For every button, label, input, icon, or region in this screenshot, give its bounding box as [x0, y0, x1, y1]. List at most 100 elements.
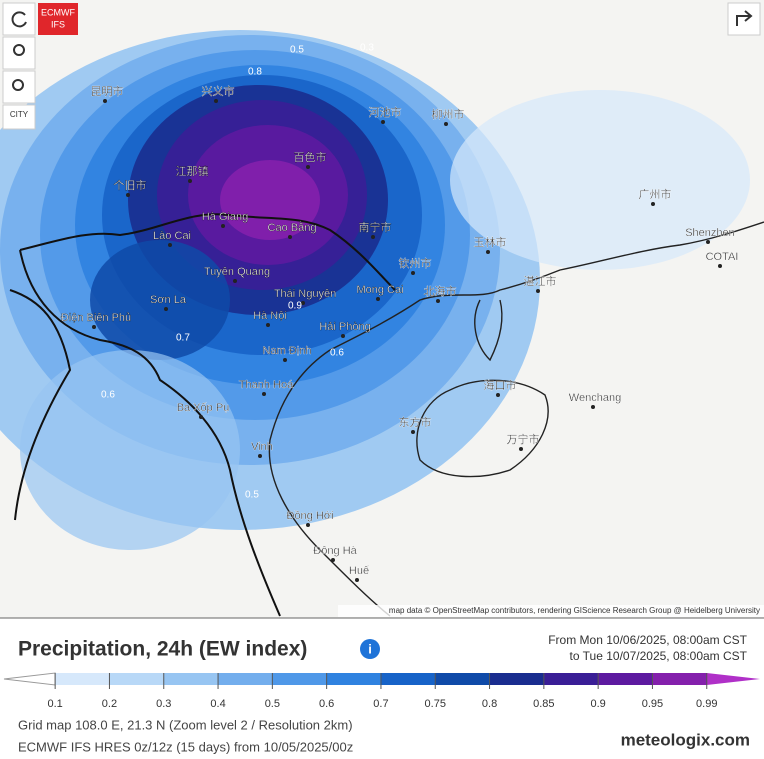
legend-tick-label: 0.8 [482, 698, 497, 710]
place-label: Huế [349, 565, 369, 577]
place-dot [411, 430, 415, 434]
locate-icon [13, 44, 25, 56]
place-dot [651, 202, 655, 206]
place-dot [496, 393, 500, 397]
place-label: 湛江市 [524, 274, 557, 288]
place-label: Đông Hà [313, 545, 357, 557]
precip-field [0, 30, 750, 550]
contour-label: 0.6 [330, 348, 344, 359]
locate-button[interactable] [2, 36, 36, 70]
city-button[interactable] [2, 104, 36, 130]
place-dot [233, 279, 237, 283]
place-label: 昆明市 [91, 84, 124, 98]
place-dot [355, 578, 359, 582]
place-dot [188, 179, 192, 183]
place-dot [519, 447, 523, 451]
borders [9, 213, 396, 617]
place-label: 海口市 [484, 378, 517, 392]
place-label: 柳州市 [432, 107, 465, 121]
place-dot [199, 415, 203, 419]
info-button[interactable] [360, 639, 380, 659]
place-dot [371, 235, 375, 239]
place-label: Hà Giang [202, 211, 248, 223]
place-label: Tuyên Quang [204, 266, 270, 278]
place-dot [536, 289, 540, 293]
place-label: 玉林市 [474, 235, 507, 249]
legend-tick-label: 0.85 [533, 698, 554, 710]
badge-line: ECMWF [41, 7, 75, 17]
place-dot [283, 358, 287, 362]
place-label: 万宁市 [507, 432, 540, 446]
precip-area [450, 90, 750, 270]
period-to: to Tue 10/07/2025, 08:00am CST [570, 649, 748, 663]
place-dot [126, 193, 130, 197]
place-label: Ba Xốp Pụ [177, 402, 230, 414]
legend-tick-label: 0.99 [696, 698, 717, 710]
place-label: 南宁市 [359, 220, 392, 234]
brand: meteologix.com [621, 730, 750, 749]
legend-swatch [598, 673, 653, 685]
place-dot [718, 264, 722, 268]
place-label: Hà Nội [253, 310, 287, 322]
place-dot [331, 558, 335, 562]
place-dot [262, 392, 266, 396]
legend-tick-label: 0.9 [591, 698, 606, 710]
place-dot [288, 235, 292, 239]
zoom-out-button[interactable] [2, 70, 36, 104]
place-dot [341, 334, 345, 338]
place-dot [591, 405, 595, 409]
legend-swatch [163, 673, 219, 685]
legend-tick-label: 0.7 [373, 698, 388, 710]
badge-line: IFS [51, 19, 65, 29]
legend-tick-label: 0.4 [210, 698, 225, 710]
contour-label: 0.5 [245, 490, 259, 501]
contour-label: 0.9 [288, 301, 302, 312]
legend-tick-label: 0.2 [102, 698, 117, 710]
place-dot [306, 165, 310, 169]
place-label: 北海市 [424, 284, 457, 298]
legend-swatch [706, 673, 760, 685]
model-badge[interactable] [38, 3, 78, 35]
grid-info: Grid map 108.0 E, 21.3 N (Zoom level 2 /… [18, 717, 353, 732]
place-dot [301, 301, 305, 305]
legend-tick-label: 0.95 [642, 698, 663, 710]
coastline [268, 221, 764, 617]
place-dot [92, 325, 96, 329]
place-label: Hải Phòng [319, 321, 370, 333]
precip-area [20, 350, 240, 550]
place-label: Đồng Hới [287, 510, 334, 522]
place-dot [258, 454, 262, 458]
place-dot [306, 523, 310, 527]
legend-swatch [272, 673, 327, 685]
precip-area [90, 240, 230, 360]
legend-swatch [543, 673, 599, 685]
place-label: Điện Biên Phủ [61, 312, 131, 324]
legend-tick-label: 0.3 [156, 698, 171, 710]
legend-tick-label: 0.5 [265, 698, 280, 710]
contour-label: 0.8 [248, 67, 262, 78]
legend-swatch [55, 673, 110, 685]
place-dot [411, 271, 415, 275]
contour-label: 0.5 [290, 45, 304, 56]
place-label: 个旧市 [114, 178, 147, 192]
place-dot [486, 250, 490, 254]
place-label: Shenzhen [685, 227, 735, 239]
model-info: ECMWF IFS HRES 0z/12z (15 days) from 10/… [18, 739, 353, 754]
place-label: Vinh [251, 441, 273, 453]
share-icon [736, 10, 753, 26]
legend-swatch [380, 673, 436, 685]
reload-button[interactable] [2, 2, 36, 36]
legend-tick-label: 0.75 [425, 698, 446, 710]
zoom-icon [12, 79, 24, 91]
share-button[interactable] [727, 2, 761, 36]
contour-label: 0.3 [360, 43, 374, 54]
place-label: 广州市 [639, 187, 672, 201]
contour-label: 0.6 [101, 390, 115, 401]
place-dot [376, 297, 380, 301]
toolbar: CITY ECMWF IFS [2, 2, 761, 130]
place-label: 河池市 [369, 105, 402, 119]
legend-swatch [109, 673, 164, 685]
place-dot [444, 122, 448, 126]
